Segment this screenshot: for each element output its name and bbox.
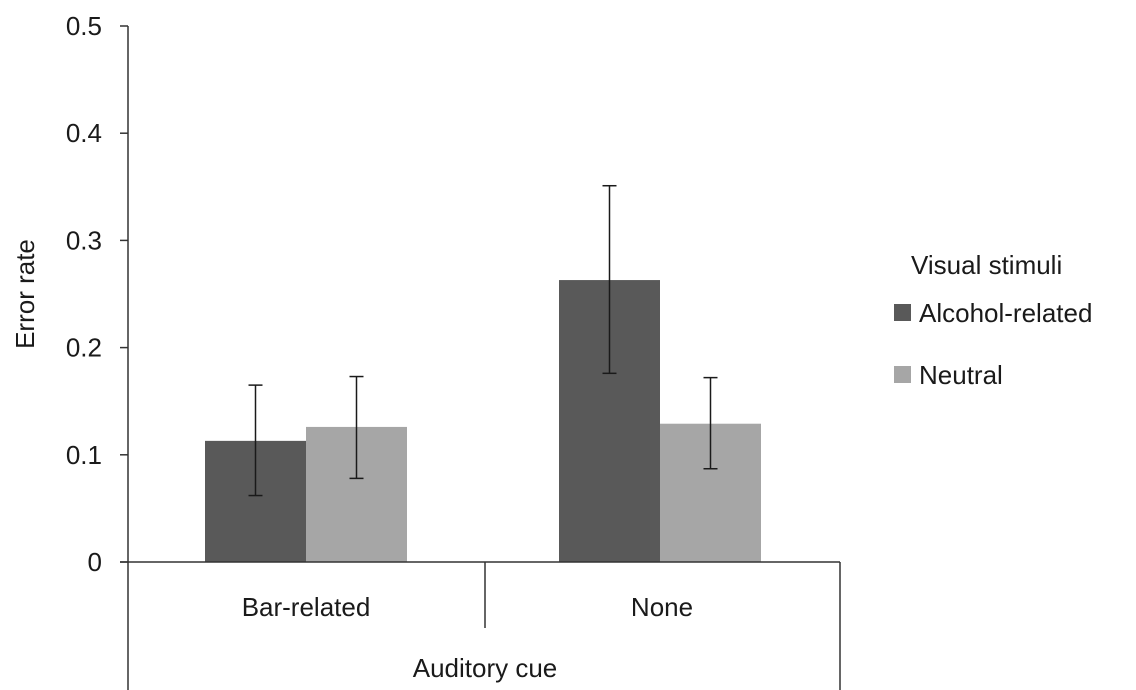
y-tick-label: 0.2	[66, 333, 102, 363]
y-tick-label: 0.3	[66, 225, 102, 255]
error-bars	[248, 184, 718, 497]
legend: Visual stimuli Alcohol-related Neutral	[894, 250, 1092, 390]
y-tick-label: 0.1	[66, 440, 102, 470]
legend-label: Neutral	[919, 360, 1003, 390]
category-label: Bar-related	[242, 592, 371, 622]
legend-title: Visual stimuli	[911, 250, 1062, 280]
legend-swatch	[894, 304, 911, 321]
category-labels: Bar-related None	[242, 592, 693, 622]
legend-label: Alcohol-related	[919, 298, 1092, 328]
y-axis-ticks: 0 0.1 0.2 0.3 0.4 0.5	[66, 11, 128, 577]
y-tick-label: 0	[88, 547, 102, 577]
y-tick-label: 0.4	[66, 118, 102, 148]
y-tick-label: 0.5	[66, 11, 102, 41]
legend-swatch	[894, 366, 911, 383]
bars	[205, 280, 761, 562]
x-axis-title: Auditory cue	[413, 653, 558, 683]
category-label: None	[631, 592, 693, 622]
y-axis-title: Error rate	[10, 239, 40, 349]
